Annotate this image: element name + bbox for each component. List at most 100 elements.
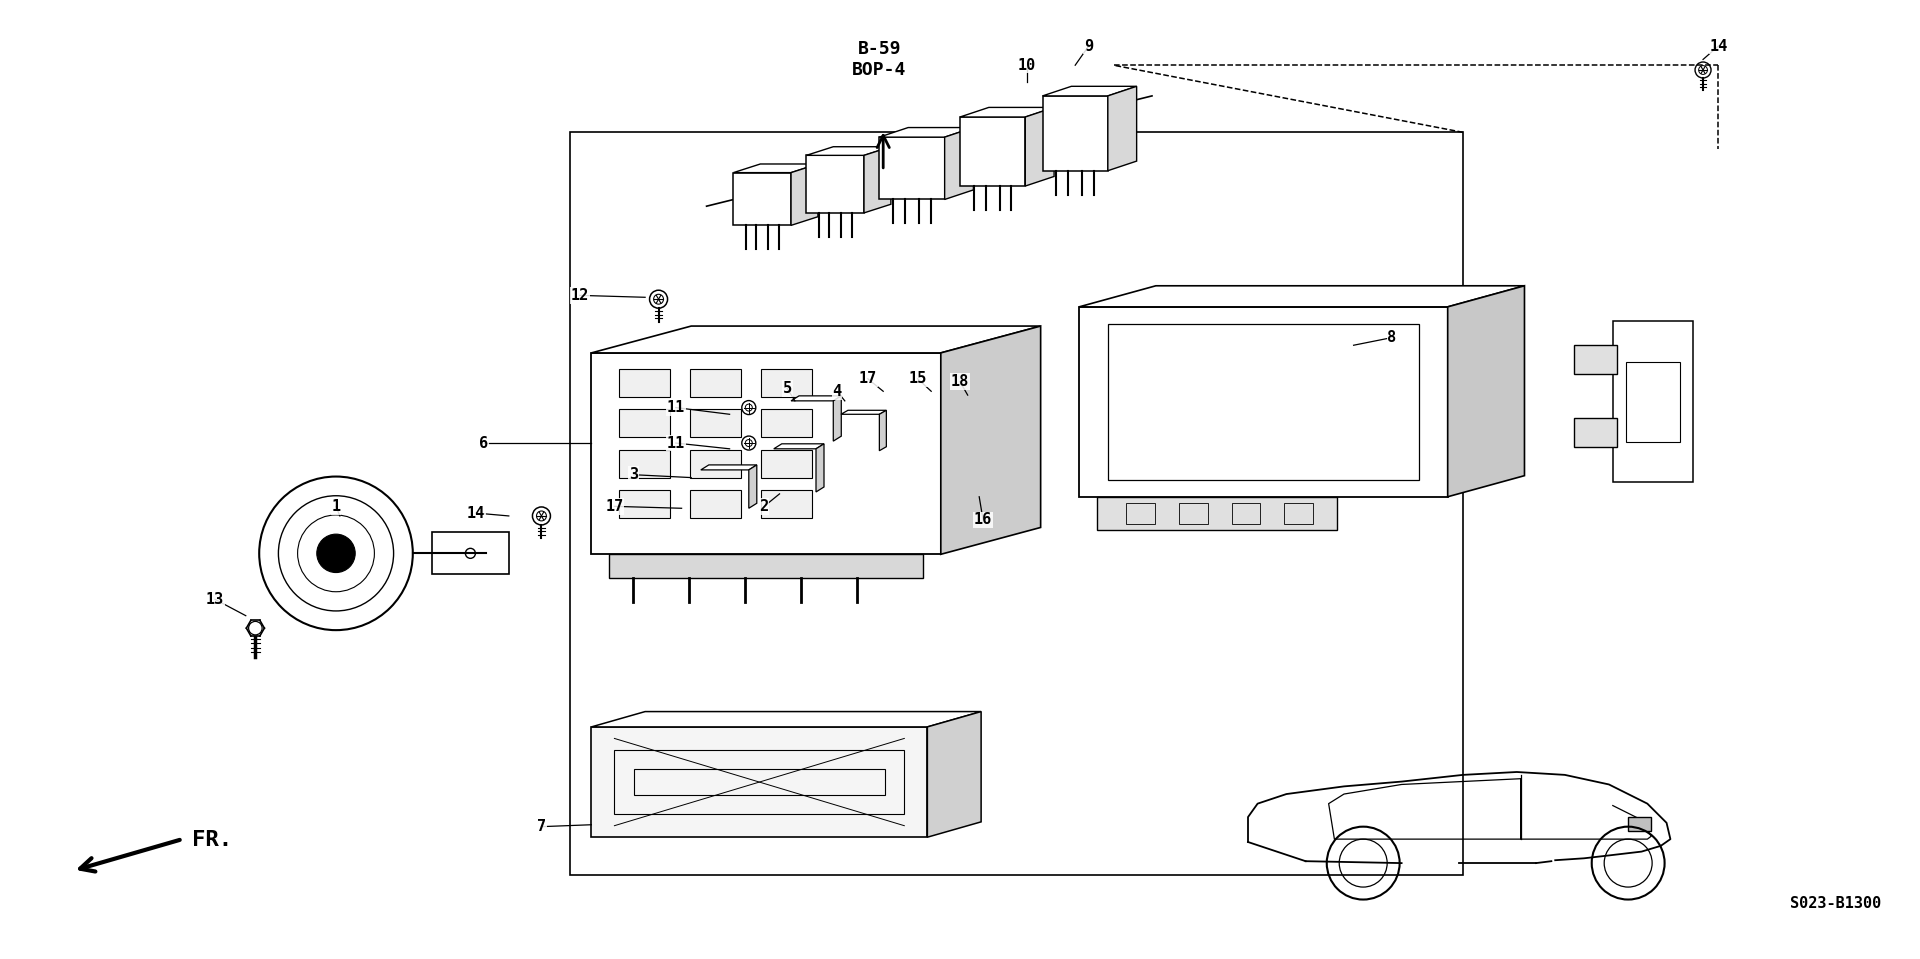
Bar [1574, 345, 1617, 374]
Text: 14: 14 [467, 505, 486, 521]
Polygon shape [806, 147, 891, 155]
Text: 13: 13 [205, 592, 225, 607]
Text: FR.: FR. [192, 830, 232, 850]
Bar [591, 353, 941, 554]
Polygon shape [1108, 86, 1137, 171]
Bar [570, 132, 1463, 875]
Polygon shape [945, 128, 973, 199]
Bar [975, 429, 981, 448]
Bar [760, 409, 812, 437]
Bar [973, 458, 998, 492]
Bar [634, 769, 885, 795]
Text: 8: 8 [1388, 330, 1396, 345]
Text: 7: 7 [538, 819, 545, 834]
Bar [687, 506, 764, 518]
Text: 11: 11 [666, 435, 685, 451]
Bar [841, 414, 879, 451]
Bar [897, 430, 904, 449]
Circle shape [317, 534, 355, 573]
Text: 5: 5 [783, 381, 791, 396]
Bar [1179, 503, 1208, 524]
Bar [927, 391, 956, 430]
Bar [1628, 817, 1651, 831]
Bar [877, 391, 908, 430]
Text: 4: 4 [833, 384, 841, 399]
Text: 18: 18 [950, 374, 970, 389]
Bar [1108, 324, 1419, 480]
Bar [945, 430, 952, 449]
Text: 2: 2 [760, 499, 768, 514]
Bar [1098, 497, 1336, 530]
Polygon shape [879, 128, 973, 137]
Polygon shape [749, 465, 756, 508]
Bar [760, 450, 812, 478]
Polygon shape [833, 396, 841, 441]
Polygon shape [774, 444, 824, 449]
Text: 1: 1 [332, 499, 340, 514]
Text: 10: 10 [1018, 58, 1037, 73]
Bar [620, 450, 670, 478]
Bar [760, 369, 812, 397]
Bar [691, 409, 741, 437]
Bar [701, 470, 749, 508]
Bar [960, 117, 1025, 186]
Text: 17: 17 [605, 499, 624, 514]
Bar [760, 490, 812, 518]
Bar [791, 401, 833, 441]
Bar [1043, 96, 1108, 171]
Bar [691, 450, 741, 478]
Polygon shape [591, 326, 1041, 353]
Polygon shape [733, 164, 818, 173]
Polygon shape [591, 712, 981, 727]
Bar [726, 408, 772, 429]
Polygon shape [701, 465, 756, 470]
Bar [691, 490, 741, 518]
Text: 14: 14 [1709, 38, 1728, 54]
Bar [931, 430, 939, 449]
Bar [1574, 418, 1617, 447]
Text: B-59
BOP-4: B-59 BOP-4 [852, 40, 906, 79]
Bar [879, 137, 945, 199]
Bar [620, 490, 670, 518]
Bar [726, 443, 772, 464]
Text: 11: 11 [666, 400, 685, 415]
Text: 12: 12 [570, 288, 589, 303]
Polygon shape [879, 410, 887, 451]
Polygon shape [960, 107, 1054, 117]
Bar [620, 369, 670, 397]
Polygon shape [841, 410, 887, 414]
Bar [432, 532, 509, 574]
Bar [733, 173, 791, 225]
Bar [960, 395, 985, 429]
Bar [591, 727, 927, 837]
Bar [964, 429, 970, 448]
Polygon shape [816, 444, 824, 492]
Bar [977, 492, 983, 511]
Text: 6: 6 [480, 435, 488, 451]
Bar [1626, 362, 1680, 442]
Bar [1231, 503, 1260, 524]
Bar [806, 155, 864, 213]
Polygon shape [1043, 86, 1137, 96]
Polygon shape [791, 164, 818, 225]
Bar [1127, 503, 1156, 524]
Text: 16: 16 [973, 512, 993, 527]
Polygon shape [941, 326, 1041, 554]
Polygon shape [1079, 286, 1524, 307]
Text: 17: 17 [858, 371, 877, 386]
Text: 9: 9 [1085, 38, 1092, 54]
Text: 3: 3 [630, 467, 637, 482]
Bar [1284, 503, 1313, 524]
Polygon shape [791, 396, 841, 401]
Bar [620, 409, 670, 437]
Text: 15: 15 [908, 371, 927, 386]
Polygon shape [864, 147, 891, 213]
Bar [774, 449, 816, 492]
Polygon shape [1025, 107, 1054, 186]
Polygon shape [1448, 286, 1524, 497]
Bar [1079, 307, 1448, 497]
Bar [609, 554, 924, 578]
Bar [989, 492, 995, 511]
Bar [691, 369, 741, 397]
Bar [614, 750, 904, 814]
